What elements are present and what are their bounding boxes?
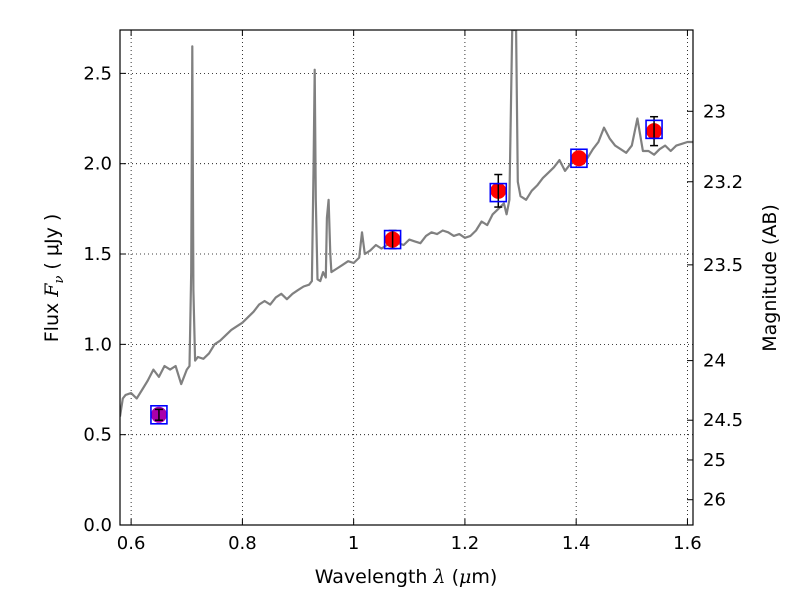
- x-axis-unit-open: (: [446, 566, 459, 588]
- y2-tick-label: 24.5: [703, 410, 743, 431]
- x-tick-label: 0.8: [228, 533, 257, 554]
- model-square: [383, 229, 402, 250]
- x-tick-label: 1: [348, 533, 359, 554]
- y-tick-label: 1.5: [83, 244, 112, 265]
- y2-tick-label: 24: [703, 351, 726, 372]
- y2-axis-title: Magnitude (AB): [759, 204, 781, 352]
- y-tick-label: 2.5: [83, 63, 112, 84]
- x-tick-label: 0.6: [117, 533, 146, 554]
- y-axis-title-prefix: Flux: [41, 303, 63, 343]
- model-square: [150, 404, 168, 425]
- y-tick-label: 0.0: [83, 515, 112, 536]
- axis-ticks: 0.6 0.8 1 1.2 1.4 1.6 0.0 0.5 1.0 1.5 2.0 2.5 23 23.2…: [83, 30, 743, 554]
- y-axis-symbol: F: [41, 283, 63, 298]
- model-square: [570, 148, 588, 169]
- model-square: [489, 182, 508, 203]
- x-axis-title-prefix: Wavelength: [315, 566, 428, 588]
- y2-tick-label: 23.5: [703, 255, 743, 276]
- observed-point: [570, 150, 587, 167]
- x-axis-title: Wavelength λ (μm): [315, 566, 498, 588]
- x-tick-label: 1.2: [451, 533, 480, 554]
- model-square: [645, 119, 663, 140]
- photometry-points: [150, 115, 663, 425]
- x-axis-unit-rest: m): [471, 566, 497, 588]
- x-tick-label: 1.4: [562, 533, 591, 554]
- y-tick-label: 0.5: [83, 425, 112, 446]
- y-tick-label: 1.0: [83, 334, 112, 355]
- y2-tick-label: 23: [703, 101, 726, 122]
- y-axis-unit: ( μJy ): [41, 214, 63, 270]
- y2-tick-label: 23.2: [703, 172, 743, 193]
- y2-tick-label: 25: [703, 450, 726, 471]
- y-axis-title: Flux Fν ( μJy ): [41, 214, 67, 343]
- plot-area: [120, 30, 693, 525]
- y-axis-subscript: ν: [52, 276, 67, 284]
- x-tick-label: 1.6: [673, 533, 702, 554]
- x-axis-symbol: λ: [432, 566, 445, 588]
- y2-tick-label: 26: [703, 490, 726, 511]
- x-axis-unit-mu: μ: [459, 566, 471, 588]
- grid-lines: [120, 30, 693, 526]
- y-tick-label: 2.0: [83, 154, 112, 175]
- plot-frame: [119, 29, 694, 526]
